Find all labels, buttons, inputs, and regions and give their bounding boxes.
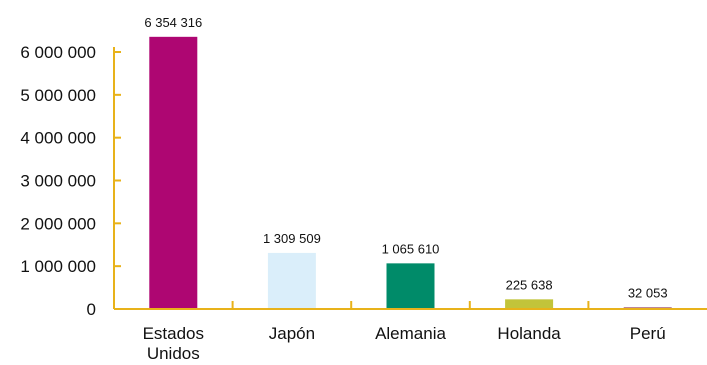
bar-1 [267, 252, 316, 309]
value-label-3: 225 638 [506, 277, 553, 292]
bar-2 [386, 263, 435, 309]
value-label-1: 1 309 509 [263, 231, 321, 246]
y-tick-label-4: 4 000 000 [20, 129, 96, 148]
bar-3 [505, 299, 554, 309]
bars-layer [149, 36, 672, 310]
value-label-4: 32 053 [628, 286, 668, 301]
category-label-0-1: Unidos [147, 344, 200, 363]
category-label-2-0: Alemania [375, 324, 446, 343]
y-tick-label-3: 3 000 000 [20, 172, 96, 191]
value-label-0: 6 354 316 [144, 15, 202, 30]
y-tick-label-6: 6 000 000 [20, 43, 96, 62]
value-label-2: 1 065 610 [382, 241, 440, 256]
category-label-1-0: Japón [269, 324, 315, 343]
y-tick-label-1: 1 000 000 [20, 257, 96, 276]
bar-0 [149, 36, 198, 310]
y-tick-label-0: 0 [87, 300, 96, 319]
axes-layer [113, 47, 707, 310]
category-label-4-0: Perú [630, 324, 666, 343]
y-tick-label-2: 2 000 000 [20, 214, 96, 233]
category-label-3-0: Holanda [497, 324, 561, 343]
category-label-0-0: Estados [143, 324, 204, 343]
y-tick-label-5: 5 000 000 [20, 86, 96, 105]
